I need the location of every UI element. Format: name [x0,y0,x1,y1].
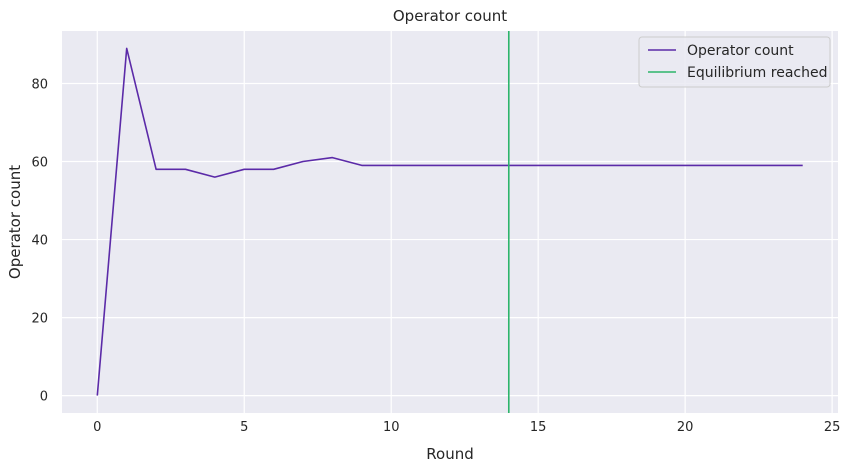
x-tick-label: 10 [383,420,400,435]
series-line-operator-count [96,47,803,396]
x-tick-label: 25 [824,420,841,435]
plot-background [62,31,838,413]
y-tick-label: 40 [31,234,48,249]
x-tick-label: 0 [93,420,101,435]
y-axis-label: Operator count [6,165,24,279]
legend-box [638,36,831,88]
legend-label-equilibrium-reached: Equilibrium reached [687,65,827,81]
x-tick-label: 5 [240,420,248,435]
tick-labels: 0 5 10 15 20 25 0 20 40 60 80 [31,77,840,435]
x-axis-label: Round [426,445,473,463]
y-tick-label: 80 [31,77,48,92]
x-tick-label: 20 [677,420,694,435]
legend-label-operator-count: Operator count [687,43,794,59]
y-tick-label: 0 [40,390,48,405]
y-tick-label: 60 [31,156,48,171]
chart-title: Operator count [393,7,507,25]
legend: Operator count Equilibrium reached [638,36,831,88]
grid-lines [62,31,838,413]
x-tick-label: 15 [530,420,547,435]
series-layer [96,31,803,413]
y-tick-label: 20 [31,312,48,327]
